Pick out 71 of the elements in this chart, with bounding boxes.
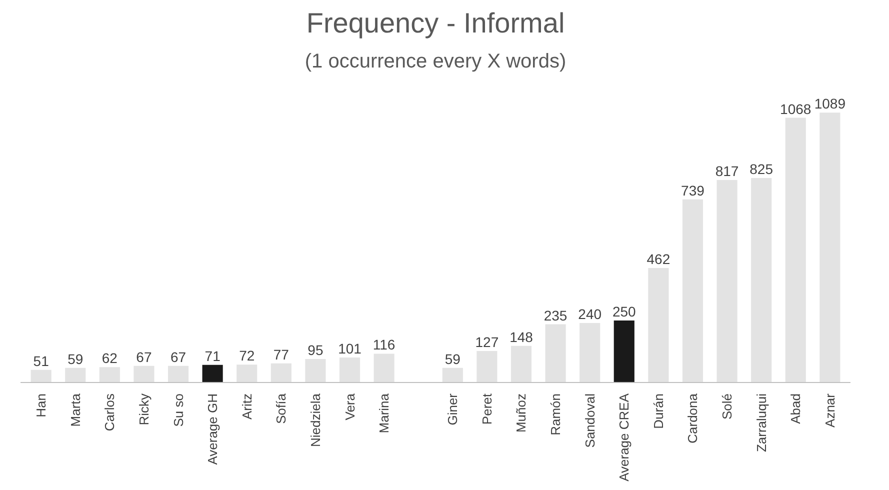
data-label: 101 (338, 340, 362, 356)
data-label: 739 (681, 182, 705, 198)
bar (580, 323, 600, 382)
data-label: 250 (612, 304, 636, 320)
x-tick-label: Cardona (685, 392, 700, 444)
bar (716, 180, 738, 382)
chart-title: Frequency - Informal (306, 8, 565, 38)
bar (134, 366, 154, 382)
data-label: 67 (136, 348, 152, 365)
x-tick-label: Ramón (548, 393, 564, 436)
x-tick-label: Solé (720, 393, 735, 420)
bar (65, 368, 86, 382)
x-tick-label: Abad (788, 393, 804, 424)
bar (682, 199, 704, 382)
x-tick-label: Zarraluqui (754, 393, 769, 452)
data-label: 62 (102, 350, 118, 366)
bar (476, 351, 498, 382)
bar (648, 268, 669, 382)
x-tick-label: Durán (650, 393, 666, 429)
x-tick-label: Giner (445, 392, 460, 426)
bar (270, 363, 292, 382)
bar (168, 366, 189, 382)
bar (442, 368, 463, 382)
x-tick-label: Muñoz (514, 393, 529, 433)
x-tick-label: Sofía (274, 392, 289, 424)
bar (374, 354, 394, 382)
data-label: 235 (544, 307, 568, 324)
bar (30, 370, 52, 382)
data-label: 77 (273, 346, 290, 362)
x-tick-label: Average CREA (616, 393, 632, 482)
data-label: 71 (204, 348, 221, 364)
x-tick-label: Ricky (136, 393, 152, 426)
data-label: 1068 (780, 100, 812, 117)
data-label: 148 (510, 328, 534, 345)
x-tick-label: Marina (376, 392, 392, 434)
bar (339, 357, 360, 382)
bar (510, 346, 532, 382)
bar (236, 364, 258, 382)
data-label: 72 (239, 348, 255, 364)
data-label: 240 (578, 306, 602, 322)
x-tick-label: Han (34, 393, 49, 418)
x-tick-label: Su so (170, 393, 186, 427)
x-tick-label: Niedziela (308, 392, 323, 447)
x-tick-label: Carlos (102, 393, 118, 432)
data-label: 127 (475, 334, 499, 350)
x-tick-label: Peret (479, 393, 494, 425)
data-label: 51 (33, 352, 50, 369)
bar (305, 358, 326, 382)
data-label: 1089 (814, 96, 846, 112)
bar (751, 178, 772, 382)
x-tick-label: Average GH (205, 394, 220, 465)
chart-subtitle: (1 occurrence every X words) (304, 50, 566, 72)
data-label: 817 (715, 163, 739, 180)
x-tick-label: Aritz (239, 394, 254, 420)
data-label: 116 (372, 336, 396, 353)
bar (99, 367, 120, 382)
bar (820, 112, 840, 382)
x-tick-label: Vera (342, 392, 358, 420)
x-tick-label: Sandoval (582, 393, 598, 448)
data-label: 59 (444, 350, 461, 367)
x-tick-label: Marta (68, 392, 83, 427)
data-label: 95 (308, 342, 324, 358)
x-tick-label: Aznar (822, 392, 838, 428)
bar (614, 320, 634, 382)
bar (545, 324, 566, 382)
data-label: 462 (646, 250, 670, 267)
data-label: 825 (750, 161, 774, 178)
bar (785, 118, 806, 382)
data-label: 67 (170, 348, 186, 365)
data-label: 59 (68, 350, 84, 367)
bar (202, 364, 223, 382)
